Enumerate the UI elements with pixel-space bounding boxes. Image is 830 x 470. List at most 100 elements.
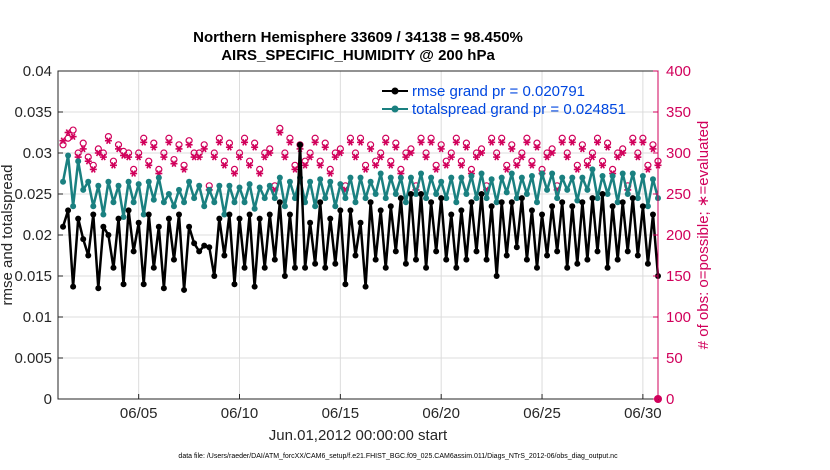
series-point bbox=[433, 248, 440, 255]
series-point bbox=[271, 195, 278, 202]
series-point bbox=[483, 195, 490, 202]
series-point bbox=[584, 256, 591, 263]
obs-evaluated-stroke bbox=[529, 161, 535, 169]
series-point bbox=[438, 178, 445, 185]
series-point bbox=[604, 264, 611, 271]
obs-evaluated-marker bbox=[246, 161, 254, 169]
obs-evaluated-stroke bbox=[579, 145, 585, 153]
series-point bbox=[342, 195, 349, 202]
series-point bbox=[473, 248, 480, 255]
obs-evaluated-marker bbox=[215, 138, 223, 146]
series-point bbox=[211, 273, 218, 279]
series-point bbox=[483, 256, 490, 263]
obs-evaluated-stroke bbox=[373, 161, 379, 169]
obs-evaluated-stroke bbox=[640, 138, 646, 146]
series-point bbox=[523, 256, 530, 263]
obs-evaluated-marker bbox=[351, 153, 359, 161]
x-tick-label: 06/10 bbox=[221, 405, 259, 422]
series-point bbox=[231, 199, 238, 206]
series-point bbox=[332, 203, 339, 210]
series-point bbox=[579, 199, 586, 206]
series-point bbox=[564, 186, 571, 193]
series-point bbox=[150, 264, 157, 271]
series-point bbox=[191, 240, 198, 247]
series-point bbox=[85, 178, 92, 185]
obs-evaluated-marker bbox=[588, 153, 596, 161]
series-point bbox=[498, 174, 505, 181]
series-point bbox=[347, 174, 354, 181]
series-point bbox=[226, 182, 233, 189]
series-point bbox=[574, 197, 581, 204]
obs-possible-marker bbox=[79, 139, 87, 147]
obs-evaluated-marker bbox=[639, 138, 647, 146]
obs-evaluated-marker bbox=[251, 143, 259, 151]
obs-evaluated-marker bbox=[367, 145, 375, 153]
obs-evaluated-marker bbox=[462, 143, 470, 151]
series-point bbox=[327, 178, 334, 185]
series-point bbox=[387, 174, 394, 181]
obs-evaluated-stroke bbox=[584, 161, 590, 169]
series-point bbox=[100, 223, 107, 230]
obs-evaluated-stroke bbox=[463, 143, 469, 151]
series-point bbox=[110, 199, 117, 206]
series-point bbox=[105, 178, 112, 185]
obs-evaluated-marker bbox=[619, 149, 627, 157]
series-point bbox=[100, 211, 107, 218]
series-point bbox=[256, 184, 263, 191]
x-tick-label: 06/25 bbox=[523, 405, 561, 422]
obs-evaluated-stroke bbox=[549, 149, 555, 157]
obs-evaluated-stroke bbox=[307, 153, 313, 161]
series-point bbox=[367, 178, 374, 185]
series-point bbox=[357, 174, 364, 181]
series-point bbox=[634, 195, 641, 202]
series-point bbox=[115, 215, 122, 222]
series-lines bbox=[60, 141, 661, 293]
series-point bbox=[125, 207, 132, 214]
obs-evaluated-marker bbox=[578, 145, 586, 153]
grid-lines bbox=[58, 71, 658, 399]
series-point bbox=[90, 203, 97, 210]
obs-evaluated-stroke bbox=[408, 149, 414, 157]
series-point bbox=[599, 172, 606, 179]
series-point bbox=[428, 174, 435, 181]
obs-evaluated-stroke bbox=[600, 161, 605, 169]
obs-evaluated-stroke bbox=[403, 153, 409, 161]
obs-evaluated-marker bbox=[432, 165, 440, 173]
obs-evaluated-marker bbox=[241, 138, 249, 146]
series-point bbox=[367, 199, 374, 206]
obs-evaluated-stroke bbox=[126, 153, 132, 161]
series-point bbox=[624, 248, 631, 255]
series-point bbox=[236, 215, 243, 222]
series-point bbox=[468, 172, 475, 179]
x-tick-label: 06/15 bbox=[322, 405, 360, 422]
series-point bbox=[261, 264, 268, 271]
obs-evaluated-marker bbox=[160, 153, 168, 161]
series-point bbox=[377, 170, 384, 177]
obs-evaluated-stroke bbox=[302, 161, 308, 169]
series-point bbox=[312, 203, 319, 210]
obs-evaluated-stroke bbox=[428, 138, 434, 146]
obs-evaluated-marker bbox=[281, 153, 289, 161]
y-right-tick-label: 350 bbox=[666, 104, 691, 121]
series-point bbox=[589, 195, 596, 202]
series-point bbox=[564, 264, 571, 271]
series-point bbox=[115, 182, 122, 189]
obs-evaluated-marker bbox=[321, 143, 329, 151]
obs-evaluated-stroke bbox=[489, 138, 495, 146]
obs-evaluated-stroke bbox=[458, 161, 464, 169]
series-point bbox=[639, 172, 646, 179]
series-point bbox=[649, 176, 656, 183]
series-point bbox=[433, 191, 440, 197]
obs-evaluated-marker bbox=[452, 138, 460, 146]
obs-evaluated-marker bbox=[180, 165, 188, 173]
series-point bbox=[528, 207, 535, 214]
series-point bbox=[554, 248, 561, 255]
series-point bbox=[463, 191, 470, 197]
obs-evaluated-marker bbox=[372, 161, 380, 169]
obs-evaluated-stroke bbox=[590, 153, 595, 161]
obs-evaluated-marker bbox=[563, 153, 571, 161]
series-point bbox=[307, 178, 314, 185]
series-point bbox=[387, 203, 394, 210]
series-point bbox=[95, 182, 102, 189]
series-point bbox=[337, 181, 344, 188]
